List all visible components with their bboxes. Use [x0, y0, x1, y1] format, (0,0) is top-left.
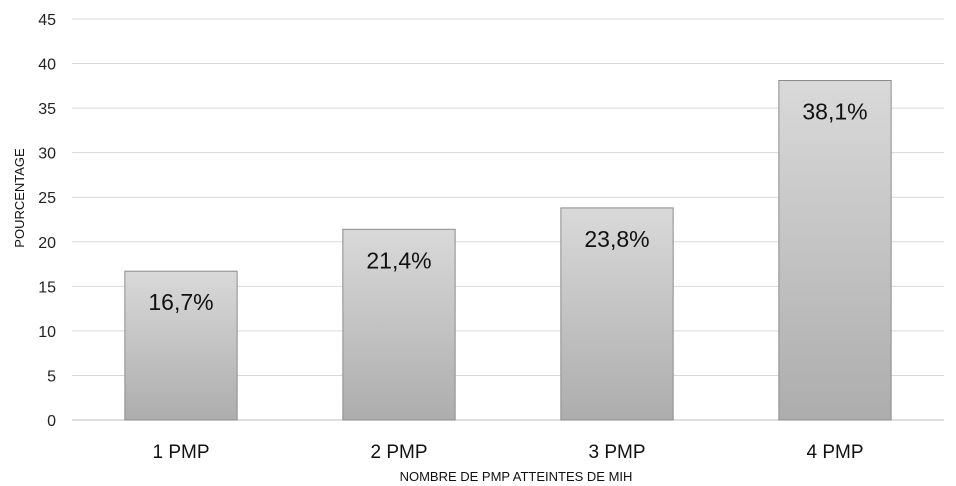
bar [560, 207, 674, 421]
data-label: 21,4% [366, 247, 431, 273]
bar [124, 270, 238, 421]
data-label: 38,1% [802, 98, 867, 124]
y-tick-label: 15 [38, 279, 56, 296]
y-tick-label: 10 [38, 324, 56, 341]
x-tick-label: 2 PMP [370, 442, 427, 463]
y-tick-label: 45 [38, 12, 56, 29]
x-tick-label: 3 PMP [588, 442, 645, 463]
y-tick-label: 30 [38, 146, 56, 163]
y-tick-label: 5 [47, 368, 56, 385]
data-label: 23,8% [584, 226, 649, 252]
y-tick-label: 40 [38, 57, 56, 74]
y-axis-title: POURCENTAGE [12, 148, 27, 248]
data-labels: 16,7% 21,4% 23,8% 38,1% [148, 98, 867, 315]
x-axis-ticks: 1 PMP 2 PMP 3 PMP 4 PMP [152, 442, 863, 463]
y-tick-label: 0 [47, 413, 56, 430]
x-tick-label: 1 PMP [152, 442, 209, 463]
y-tick-label: 20 [38, 235, 56, 252]
bar [778, 79, 892, 421]
y-tick-label: 35 [38, 101, 56, 118]
bar [342, 228, 456, 421]
x-tick-label: 4 PMP [806, 442, 863, 463]
x-axis-title: NOMBRE DE PMP ATTEINTES DE MIH [400, 469, 633, 484]
bars [124, 79, 892, 421]
y-tick-label: 25 [38, 190, 56, 207]
data-label: 16,7% [148, 289, 213, 315]
y-axis-ticks: 0 5 10 15 20 25 30 35 40 45 [38, 12, 56, 430]
